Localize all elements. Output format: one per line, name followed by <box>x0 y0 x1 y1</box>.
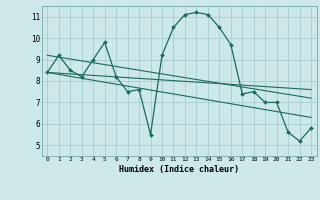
X-axis label: Humidex (Indice chaleur): Humidex (Indice chaleur) <box>119 165 239 174</box>
